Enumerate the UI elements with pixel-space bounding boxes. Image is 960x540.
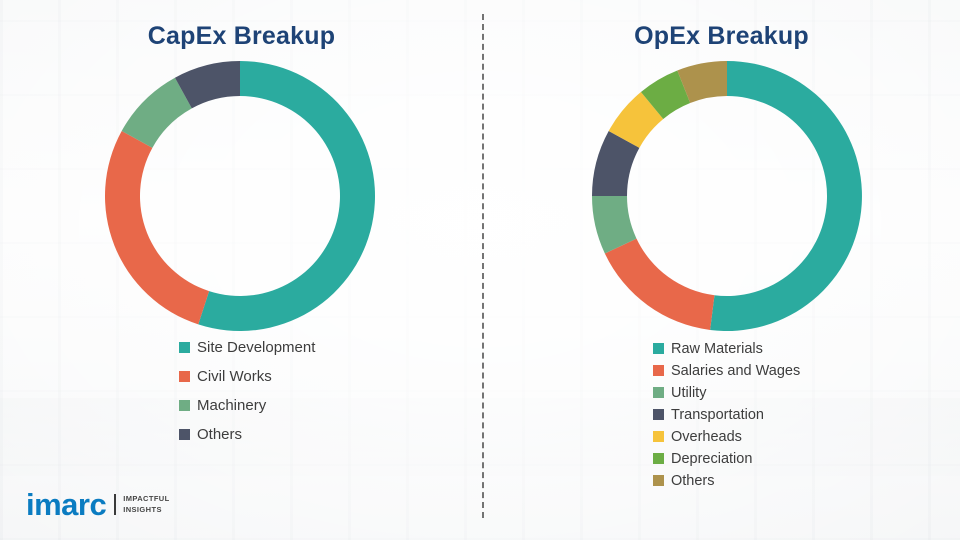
- opex-donut-chart: [592, 61, 862, 331]
- donut-segment-salaries-and-wages: [604, 238, 715, 330]
- imarc-logo-wordmark: imarc: [26, 487, 107, 522]
- legend-item-site-development: Site Development: [179, 338, 315, 356]
- capex-chart-title: CapEx Breakup: [147, 22, 336, 50]
- legend-item-utility: Utility: [653, 384, 800, 401]
- legend-label: Others: [197, 425, 243, 443]
- legend-label: Raw Materials: [671, 340, 763, 357]
- legend-label: Depreciation: [671, 450, 753, 467]
- legend-swatch: [653, 431, 664, 442]
- legend-label: Machinery: [197, 396, 267, 414]
- legend-label: Transportation: [671, 406, 764, 423]
- legend-item-machinery: Machinery: [179, 396, 315, 414]
- donut-segment-others: [174, 61, 240, 109]
- capex-legend: Site Development Civil Works Machinery Othe…: [179, 338, 315, 443]
- opex-legend: Raw Materials Salaries and Wages Utility Tr…: [653, 340, 800, 489]
- legend-swatch: [653, 475, 664, 486]
- legend-swatch: [179, 370, 190, 382]
- legend-item-overheads: Overheads: [653, 428, 800, 445]
- imarc-logo: imarc IMPACTFUL INSIGHTS: [26, 489, 170, 520]
- legend-label: Salaries and Wages: [671, 362, 801, 379]
- donut-segment-others: [677, 61, 727, 104]
- donut-segment-machinery: [121, 77, 192, 148]
- legend-swatch: [653, 343, 664, 354]
- legend-swatch: [653, 387, 664, 398]
- donut-segment-depreciation: [640, 70, 691, 119]
- legend-item-transportation: Transportation: [653, 406, 800, 423]
- legend-swatch: [179, 428, 190, 440]
- legend-swatch: [653, 409, 664, 420]
- legend-swatch: [179, 399, 190, 411]
- legend-item-salaries-and-wages: Salaries and Wages: [653, 362, 800, 379]
- legend-swatch: [179, 341, 190, 353]
- imarc-tagline-line2: INSIGHTS: [123, 504, 162, 514]
- legend-item-others: Others: [179, 425, 315, 443]
- opex-chart-title: OpEx Breakup: [634, 22, 809, 50]
- legend-item-others: Others: [653, 472, 800, 489]
- capex-donut-chart: [105, 61, 376, 331]
- dashed-divider-line: [482, 14, 484, 518]
- imarc-tagline-line1: IMPACTFUL: [123, 494, 170, 504]
- donut-segment-transportation: [592, 130, 640, 196]
- imarc-logo-tagline: IMPACTFUL INSIGHTS: [114, 494, 170, 515]
- legend-label: Utility: [671, 384, 707, 401]
- legend-label: Civil Works: [197, 367, 272, 385]
- legend-item-raw-materials: Raw Materials: [653, 340, 800, 357]
- donut-segment-utility: [592, 196, 637, 254]
- legend-label: Others: [671, 472, 715, 489]
- legend-label: Overheads: [671, 428, 742, 445]
- legend-swatch: [653, 453, 664, 464]
- legend-item-civil-works: Civil Works: [179, 367, 315, 385]
- legend-item-depreciation: Depreciation: [653, 450, 800, 467]
- donut-segment-raw-materials: [710, 61, 862, 331]
- legend-swatch: [653, 365, 664, 376]
- donut-segment-civil-works: [105, 130, 210, 325]
- donut-segment-overheads: [608, 91, 664, 148]
- legend-label: Site Development: [197, 338, 316, 356]
- donut-segment-site-development: [198, 61, 376, 331]
